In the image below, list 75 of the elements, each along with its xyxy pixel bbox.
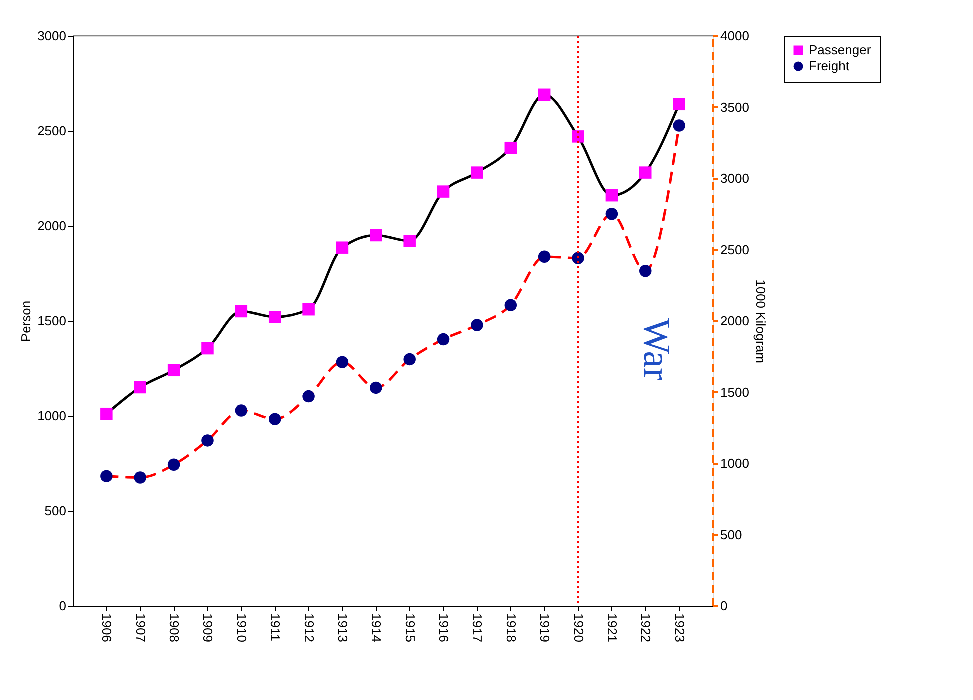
point <box>404 235 416 248</box>
x-tick-label: 1923 <box>672 614 688 642</box>
y2-tick-label: 2000 <box>720 314 750 328</box>
y2-tick-label: 3000 <box>720 171 750 186</box>
y-tick-label: 2000 <box>38 218 66 234</box>
y2-axis-title: 1000 Kilogram <box>753 280 768 364</box>
legend-label: Freight <box>809 58 850 74</box>
point <box>168 364 180 377</box>
point <box>673 98 686 111</box>
point <box>404 353 416 366</box>
x-tick-label: 1914 <box>369 614 384 642</box>
point <box>504 299 518 312</box>
x-tick-label: 1922 <box>638 614 654 642</box>
point <box>168 458 180 472</box>
y2-tick-label: 4000 <box>720 28 750 44</box>
x-tick-label: 1907 <box>133 614 148 642</box>
x-tick-label: 1911 <box>268 614 284 642</box>
point <box>302 303 315 316</box>
point <box>336 356 349 368</box>
x-tick-label: 1908 <box>167 614 182 642</box>
point <box>538 88 551 102</box>
point <box>268 311 282 324</box>
y2-tick-label: 500 <box>720 527 742 542</box>
y-tick-label: 3000 <box>38 28 66 44</box>
y-axis-title: Person <box>18 300 34 342</box>
y-tick-label: 2500 <box>38 124 66 138</box>
x-tick-label: 1915 <box>402 614 418 642</box>
y-tick-label: 500 <box>44 504 66 518</box>
x-tick-label: 1913 <box>335 614 350 642</box>
y2-tick-label: 0 <box>720 598 728 614</box>
point <box>202 434 214 447</box>
x-tick-label: 1906 <box>100 614 115 642</box>
legend-label: Passenger <box>809 42 872 58</box>
point <box>538 250 551 263</box>
point <box>504 142 518 154</box>
y2-tick-label: 1500 <box>720 384 750 400</box>
point <box>100 408 113 420</box>
y-tick-label: 1500 <box>38 314 66 328</box>
point <box>471 166 484 179</box>
y-tick-label: 1000 <box>38 408 66 424</box>
point <box>370 229 382 242</box>
y-tick-label: 0 <box>59 598 66 614</box>
x-tick-label: 1920 <box>571 614 586 642</box>
y2-tick-label: 3500 <box>720 100 750 115</box>
point <box>235 305 248 318</box>
x-tick-label: 1919 <box>538 614 553 642</box>
point <box>336 242 349 254</box>
point <box>268 413 282 426</box>
x-tick-label: 1921 <box>604 614 620 642</box>
point <box>606 208 618 220</box>
point <box>370 382 382 394</box>
annotation: War <box>635 318 678 382</box>
y2-tick-label: 1000 <box>720 456 750 471</box>
point <box>202 342 214 355</box>
point <box>673 120 686 132</box>
point <box>606 189 618 202</box>
point <box>640 166 652 179</box>
x-tick-label: 1916 <box>436 614 452 642</box>
point <box>572 252 584 264</box>
x-tick-label: 1909 <box>200 614 216 642</box>
x-tick-label: 1910 <box>234 614 250 642</box>
point <box>134 381 146 394</box>
point <box>437 186 450 198</box>
point <box>471 319 484 332</box>
point <box>302 390 315 403</box>
point <box>437 333 450 346</box>
point <box>640 265 652 278</box>
x-tick-label: 1912 <box>302 614 317 642</box>
point <box>134 472 146 484</box>
point <box>235 404 248 417</box>
point <box>572 130 584 143</box>
y2-tick-label: 2500 <box>720 242 750 258</box>
point <box>100 470 113 482</box>
x-tick-label: 1917 <box>470 614 486 642</box>
x-tick-label: 1918 <box>504 614 519 642</box>
